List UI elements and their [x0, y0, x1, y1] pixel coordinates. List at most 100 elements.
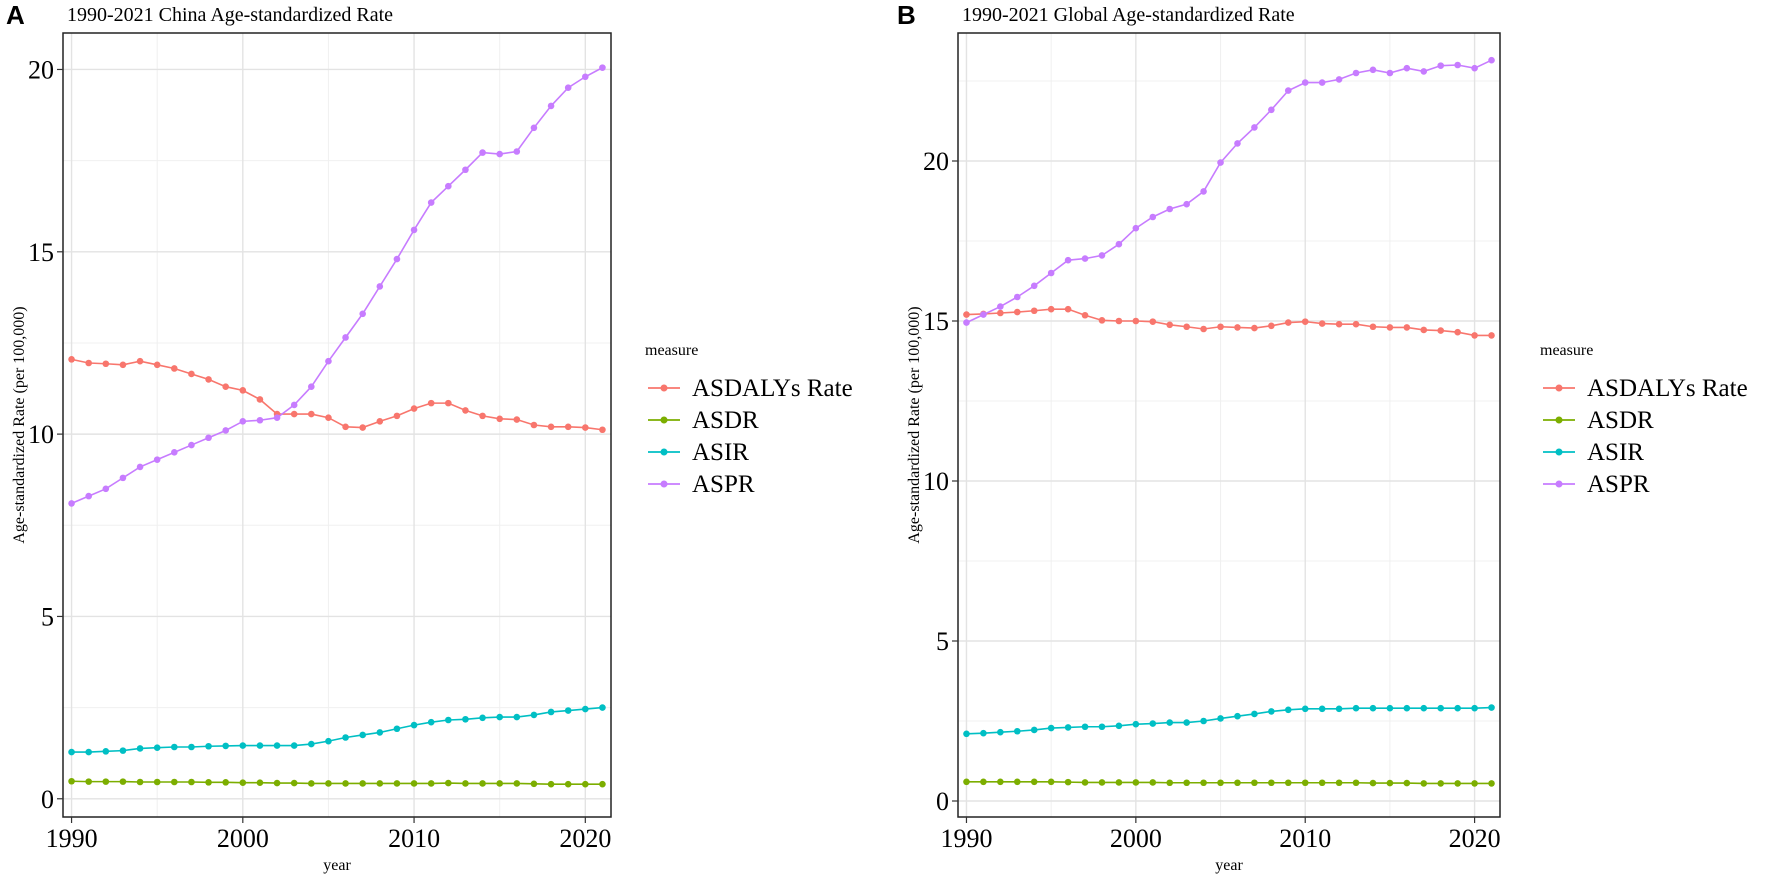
data-point [980, 778, 987, 786]
data-point [1098, 252, 1106, 259]
data-point [308, 383, 315, 391]
data-point [1149, 318, 1157, 325]
data-point [1030, 778, 1038, 786]
data-point [205, 742, 212, 750]
data-point [1318, 779, 1326, 787]
data-point [1013, 778, 1021, 786]
legend-item: ASIR [648, 439, 749, 466]
series-asdalys-rate [963, 305, 1495, 339]
data-point [997, 303, 1004, 310]
data-point [1064, 256, 1072, 264]
data-point [188, 778, 195, 786]
series-asir [963, 704, 1495, 738]
legend-item: ASDALYs Rate [1543, 375, 1748, 402]
data-point [188, 743, 195, 751]
data-point [342, 334, 349, 341]
data-point [1166, 205, 1174, 213]
data-point [1284, 319, 1292, 326]
data-point [1420, 704, 1428, 712]
data-point [445, 716, 452, 724]
data-point [102, 748, 110, 755]
data-point [599, 780, 606, 788]
chart-panel-a: A 1990-2021 China Age-standardized Rate 0 5… [6, 0, 853, 874]
x-tick-label: 2010 [1279, 824, 1331, 853]
data-point [1352, 779, 1360, 787]
data-point [1132, 224, 1140, 232]
data-point [1115, 722, 1123, 730]
data-point [1268, 106, 1275, 114]
data-point [1386, 69, 1394, 77]
data-point [410, 721, 418, 729]
y-tick-label: 5 [936, 627, 949, 656]
data-point [1183, 323, 1190, 331]
data-point [1284, 87, 1292, 94]
legend-key-point [660, 384, 668, 392]
data-point [1318, 705, 1326, 713]
series-asir [68, 704, 606, 756]
data-point [1098, 317, 1106, 324]
legend-key-point [660, 448, 668, 456]
data-point [1251, 710, 1258, 718]
data-point [1403, 704, 1411, 712]
data-point [153, 744, 161, 752]
data-point [462, 166, 469, 174]
data-point [1115, 240, 1123, 248]
data-point [1437, 327, 1445, 334]
data-point [102, 778, 110, 785]
data-point [547, 423, 555, 431]
legend-key-point [660, 480, 668, 488]
data-point [1369, 66, 1377, 74]
data-point [1488, 780, 1495, 787]
legend-label: ASPR [1587, 471, 1650, 498]
data-point [530, 124, 538, 132]
data-point [273, 742, 281, 749]
data-point [963, 319, 970, 326]
data-point [599, 704, 606, 711]
legend-item: ASDR [1543, 407, 1654, 434]
data-point [290, 742, 298, 749]
data-point [1403, 64, 1411, 72]
data-point [1183, 200, 1190, 208]
data-point [462, 407, 469, 414]
data-point [564, 84, 572, 91]
data-point [1234, 712, 1241, 720]
x-axis-title: year [323, 857, 351, 874]
data-point [1047, 724, 1055, 732]
data-point [1047, 269, 1055, 277]
data-point [359, 731, 366, 739]
data-point [564, 707, 572, 714]
chart-title: 1990-2021 China Age-standardized Rate [67, 4, 393, 26]
data-point [325, 737, 332, 745]
panel-letter: A [6, 0, 25, 30]
data-point [1183, 719, 1190, 726]
y-tick-label: 0 [936, 787, 949, 816]
data-point [1369, 779, 1377, 787]
data-point [1437, 780, 1445, 787]
data-point [1454, 328, 1461, 336]
data-point [256, 779, 264, 787]
plot-border [62, 32, 612, 818]
data-point [290, 779, 298, 787]
data-point [376, 418, 384, 425]
x-tick-label: 2000 [217, 824, 269, 853]
data-point [427, 199, 435, 206]
data-point [136, 745, 144, 752]
data-point [1217, 323, 1224, 331]
data-point [445, 779, 452, 787]
data-point [1200, 188, 1207, 195]
data-point [547, 102, 555, 110]
legend-key-point [1555, 448, 1563, 456]
data-point [376, 283, 384, 290]
legend: measure ASDALYs Rate ASDR ASIR ASPR [645, 342, 853, 498]
x-axis-title: year [1215, 857, 1243, 874]
data-point [188, 441, 195, 449]
data-point [136, 463, 144, 471]
data-point [222, 383, 229, 391]
legend-label: ASPR [692, 471, 755, 498]
data-point [1454, 780, 1461, 787]
data-point [496, 780, 503, 787]
data-point [256, 742, 264, 749]
data-point [1386, 324, 1394, 331]
data-point [68, 777, 75, 785]
data-point [359, 310, 366, 318]
